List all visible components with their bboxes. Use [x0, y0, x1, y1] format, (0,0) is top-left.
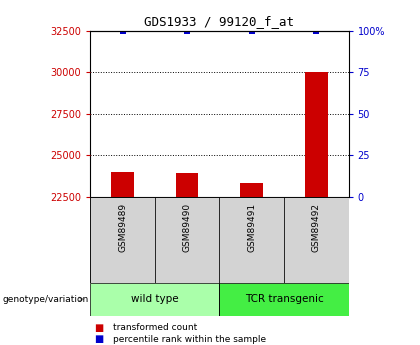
Text: GSM89490: GSM89490: [183, 203, 192, 252]
Bar: [90, 283, 220, 316]
Bar: [220, 283, 349, 316]
Text: ■: ■: [94, 334, 104, 344]
Text: genotype/variation: genotype/variation: [2, 295, 88, 304]
Title: GDS1933 / 99120_f_at: GDS1933 / 99120_f_at: [144, 16, 294, 29]
Bar: [155, 197, 220, 283]
Point: [184, 28, 191, 34]
Point: [119, 28, 126, 34]
Bar: [111, 172, 134, 197]
Bar: [220, 197, 284, 283]
Text: GSM89489: GSM89489: [118, 203, 127, 252]
Bar: [305, 72, 328, 197]
Point: [313, 28, 320, 34]
Text: GSM89492: GSM89492: [312, 203, 321, 252]
Text: TCR transgenic: TCR transgenic: [244, 294, 323, 304]
Point: [248, 28, 255, 34]
Text: percentile rank within the sample: percentile rank within the sample: [113, 335, 267, 344]
Text: ■: ■: [94, 323, 104, 333]
Bar: [90, 197, 155, 283]
Bar: [176, 174, 199, 197]
Bar: [284, 197, 349, 283]
Text: transformed count: transformed count: [113, 323, 198, 332]
Bar: [240, 184, 263, 197]
Text: GSM89491: GSM89491: [247, 203, 256, 252]
Text: wild type: wild type: [131, 294, 178, 304]
